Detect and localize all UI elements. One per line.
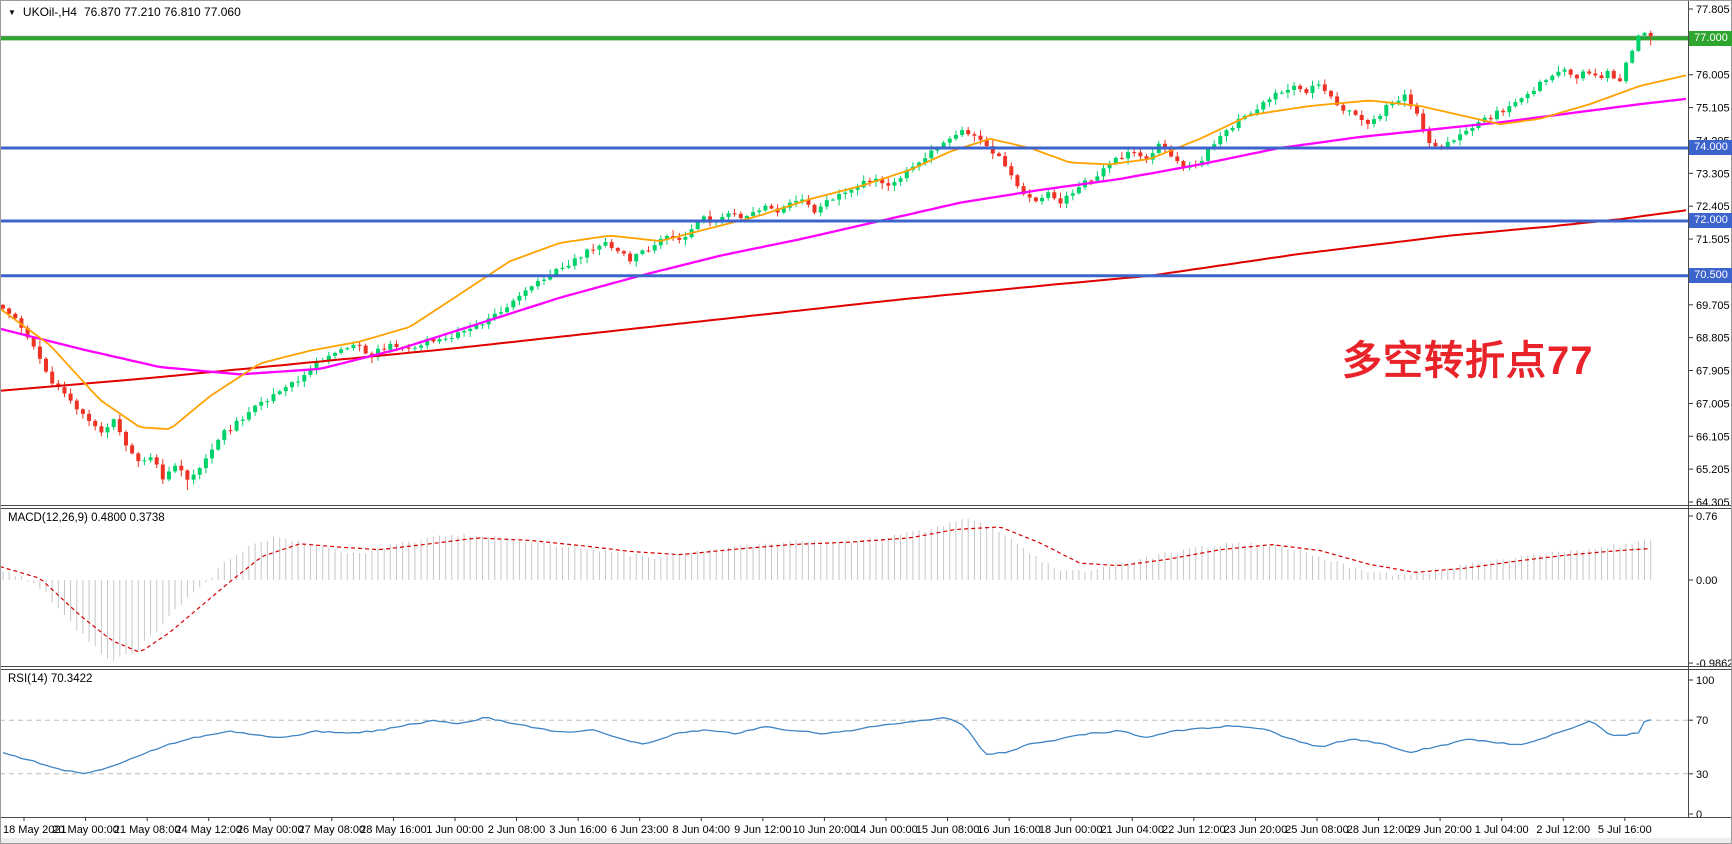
- symbol-label: UKOil-,H4: [22, 5, 77, 19]
- time-axis-label: 28 Jun 12:00: [1347, 824, 1411, 836]
- price-badge-72000: 72.000: [1689, 213, 1732, 228]
- time-axis-label: 22 Jun 12:00: [1162, 824, 1226, 836]
- price-axis-label: 77.805: [1696, 4, 1730, 16]
- ma-mid-line: [0, 97, 1687, 376]
- ma-fast-line: [0, 74, 1687, 430]
- time-axis-label: 28 May 16:00: [360, 824, 427, 836]
- time-axis-label: 20 May 00:00: [52, 824, 119, 836]
- price-axis-label: 69.705: [1696, 300, 1730, 312]
- price-axis-label: 71.505: [1696, 234, 1730, 246]
- macd-histogram: [2, 518, 1652, 662]
- price-axis-label: 73.305: [1696, 168, 1730, 180]
- rsi-line: [2, 716, 1651, 775]
- time-axis-label: 18 May 2021: [3, 824, 67, 836]
- macd-signal-line: [0, 526, 1651, 653]
- time-axis-label: 5 Jul 16:00: [1598, 824, 1652, 836]
- time-axis-label: 21 May 08:00: [114, 824, 181, 836]
- price-axis-label: 0: [1696, 809, 1702, 821]
- price-axis-label: 100: [1696, 675, 1714, 687]
- price-badge-70500: 70.500: [1689, 268, 1732, 283]
- price-axis-label: 75.105: [1696, 103, 1730, 115]
- time-axis-label: 23 Jun 20:00: [1224, 824, 1288, 836]
- macd-indicator-label: MACD(12,26,9) 0.4800 0.3738: [8, 512, 165, 524]
- time-axis-label: 27 May 08:00: [299, 824, 366, 836]
- price-annotation: 多空转折点77: [1342, 339, 1594, 383]
- symbol-dropdown-icon[interactable]: ▼: [8, 7, 16, 17]
- window-bottom-strip: [0, 838, 1732, 844]
- price-axis-label: -0.9862: [1696, 658, 1732, 670]
- price-axis-label: 0.76: [1696, 511, 1717, 523]
- time-axis-label: 21 Jun 04:00: [1100, 824, 1164, 836]
- price-axis-label: 70: [1696, 715, 1708, 727]
- time-axis-label: 1 Jul 04:00: [1475, 824, 1529, 836]
- price-axis-label: 64.305: [1696, 497, 1730, 509]
- time-axis-label: 15 Jun 08:00: [916, 824, 980, 836]
- time-axis-label: 29 Jun 20:00: [1408, 824, 1472, 836]
- time-axis-label: 8 Jun 04:00: [673, 824, 731, 836]
- rsi-indicator-label: RSI(14) 70.3422: [8, 673, 93, 685]
- candles-layer: [1, 30, 1653, 491]
- time-axis-label: 2 Jun 08:00: [488, 824, 546, 836]
- price-axis-label: 0.00: [1696, 575, 1717, 587]
- price-axis-label: 65.205: [1696, 464, 1730, 476]
- time-axis-label: 1 Jun 00:00: [426, 824, 484, 836]
- price-badge-77000: 77.000: [1689, 31, 1732, 46]
- price-axis-label: 68.805: [1696, 333, 1730, 345]
- time-axis-label: 16 Jun 16:00: [977, 824, 1041, 836]
- price-axis-label: 67.905: [1696, 366, 1730, 378]
- price-axis-label: 76.005: [1696, 70, 1730, 82]
- chart-title-bar: ▼ UKOil-,H4 76.870 77.210 76.810 77.060: [8, 5, 241, 19]
- ma-slow-line: [0, 209, 1687, 392]
- time-axis-label: 14 Jun 00:00: [854, 824, 918, 836]
- time-axis-label: 10 Jun 20:00: [793, 824, 857, 836]
- price-axis-label: 66.105: [1696, 431, 1730, 443]
- time-axis-label: 26 May 00:00: [237, 824, 304, 836]
- time-axis-label: 6 Jun 23:00: [611, 824, 669, 836]
- time-axis-label: 3 Jun 16:00: [549, 824, 607, 836]
- time-axis-label: 25 Jun 08:00: [1285, 824, 1349, 836]
- time-axis-label: 18 Jun 00:00: [1039, 824, 1103, 836]
- ohlc-values: 76.870 77.210 76.810 77.060: [83, 5, 241, 19]
- time-axis-label: 24 May 12:00: [175, 824, 242, 836]
- macd-panel: [0, 518, 1652, 662]
- price-panel: [0, 30, 1688, 491]
- price-badge-74000: 74.000: [1689, 140, 1732, 155]
- price-axis-label: 30: [1696, 769, 1708, 781]
- time-axis-label: 9 Jun 12:00: [734, 824, 792, 836]
- time-axis-label: 2 Jul 12:00: [1536, 824, 1590, 836]
- price-axis-label: 72.405: [1696, 201, 1730, 213]
- rsi-panel: [0, 716, 1688, 775]
- price-axis-label: 67.005: [1696, 398, 1730, 410]
